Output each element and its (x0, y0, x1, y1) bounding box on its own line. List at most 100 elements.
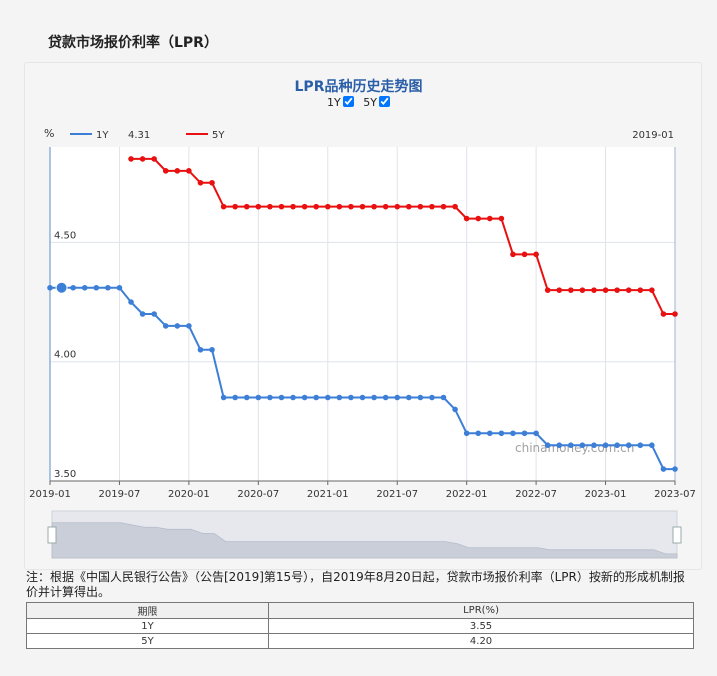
data-point-1y (463, 430, 470, 437)
data-point-5y (579, 287, 586, 293)
table-header-row: 期限 LPR(%) (25, 602, 694, 619)
data-point-1y (139, 311, 146, 317)
data-point-1y (452, 406, 458, 413)
toggle-5y-checkbox[interactable] (378, 96, 390, 107)
data-point-1y (568, 442, 574, 449)
data-point-5y (267, 203, 273, 210)
data-point-5y (243, 203, 250, 210)
data-point-1y (498, 430, 505, 437)
data-point-1y (371, 394, 377, 401)
x-tick-label: 2021-01 (307, 489, 349, 500)
data-point-1y (544, 442, 551, 449)
data-point-1y (521, 430, 528, 437)
data-point-1y (232, 394, 238, 401)
data-point-1y (324, 394, 331, 401)
toggle-5y[interactable]: 5Y (363, 96, 390, 109)
data-point-5y (209, 179, 215, 186)
table-row: 5Y 4.20 (25, 633, 694, 649)
data-point-5y (452, 203, 458, 210)
data-point-5y (591, 287, 597, 293)
data-point-5y (382, 203, 389, 210)
y-tick-label: 3.50 (54, 469, 76, 480)
data-point-1y (417, 394, 424, 401)
data-point-1y (197, 346, 204, 353)
data-point-1y (116, 284, 123, 291)
data-point-1y (382, 394, 389, 401)
x-axis-ticks: 2019-01 2019-07 2020-01 2020-07 2021-01 2021-… (29, 481, 696, 500)
data-point-1y (533, 430, 539, 437)
x-tick-label: 2023-01 (585, 489, 627, 500)
data-point-5y (614, 287, 620, 293)
data-zoom-slider[interactable] (47, 510, 682, 559)
data-point-1y (81, 284, 88, 291)
data-point-1y (209, 346, 215, 353)
data-point-5y (602, 287, 609, 293)
data-point-5y (139, 156, 146, 162)
data-point-1y (220, 394, 227, 401)
data-point-1y (614, 442, 620, 449)
data-point-1y (174, 323, 181, 329)
data-point-1y (510, 430, 516, 437)
data-point-5y (521, 251, 528, 258)
x-tick-label: 2022-07 (515, 489, 557, 500)
data-point-1y (313, 394, 320, 401)
data-point-5y (510, 251, 516, 258)
data-point-1y (336, 394, 343, 401)
data-point-5y (151, 156, 157, 162)
table-header-term: 期限 (25, 602, 270, 619)
data-point-1y (591, 442, 597, 449)
data-point-5y (232, 203, 238, 210)
data-point-5y (290, 203, 296, 210)
lpr-table: 期限 LPR(%) 1Y 3.55 5Y 4.20 (25, 602, 694, 649)
data-point-5y (568, 287, 574, 293)
data-point-1y (487, 430, 493, 437)
data-point-5y (174, 168, 181, 174)
x-tick-label: 2021-07 (376, 489, 418, 500)
toggle-1y-checkbox[interactable] (342, 96, 354, 107)
slider-handle-left[interactable] (47, 526, 57, 544)
y-tick-label: 4.00 (54, 350, 76, 361)
legend-1y-label[interactable]: 1Y (96, 130, 109, 141)
data-point-1y (278, 394, 285, 401)
legend-1y-value: 4.31 (128, 130, 150, 141)
data-point-1y (162, 323, 169, 329)
toggle-1y[interactable]: 1Y (327, 96, 354, 109)
data-point-5y (197, 179, 204, 186)
table-cell-term: 1Y (25, 618, 270, 634)
x-tick-label: 2023-07 (654, 489, 696, 500)
table-cell-rate: 4.20 (268, 633, 694, 649)
chart-title: LPR品种历史走势图 (294, 79, 423, 95)
data-point-5y (255, 203, 262, 210)
legend-5y-label[interactable]: 5Y (212, 130, 225, 141)
data-point-5y (162, 168, 169, 174)
data-point-1y (128, 299, 134, 305)
data-point-1y (348, 394, 354, 401)
data-point-1y (556, 442, 563, 449)
y-axis-ticks: 4.50 4.00 3.50 (54, 230, 76, 480)
data-point-1y (267, 394, 273, 401)
grid-lines (49, 147, 676, 482)
data-point-5y (324, 203, 331, 210)
data-point-5y (498, 215, 505, 222)
data-point-5y (301, 203, 308, 210)
data-point-5y (637, 287, 644, 293)
slider-handle-right[interactable] (672, 526, 682, 544)
data-point-5y (672, 311, 678, 317)
data-point-1y (290, 394, 296, 401)
table-cell-term: 5Y (25, 633, 270, 649)
data-point-1y (475, 430, 482, 437)
y-unit-label: % (44, 127, 54, 140)
data-point-5y (544, 287, 551, 293)
data-point-1y (151, 311, 157, 317)
lpr-line-chart: % 1Y 4.31 5Y 2019-01 4.50 4.00 3.50 2019-0… (29, 127, 696, 559)
data-point-5y (429, 203, 435, 210)
data-point-5y (348, 203, 354, 210)
data-point-5y (313, 203, 320, 210)
data-point-5y (371, 203, 377, 210)
data-point-1y (625, 442, 632, 449)
x-tick-label: 2020-07 (237, 489, 279, 500)
data-point-5y (556, 287, 563, 293)
data-point-1y (394, 394, 401, 401)
data-point-1y (579, 442, 586, 449)
data-point-5y (417, 203, 424, 210)
